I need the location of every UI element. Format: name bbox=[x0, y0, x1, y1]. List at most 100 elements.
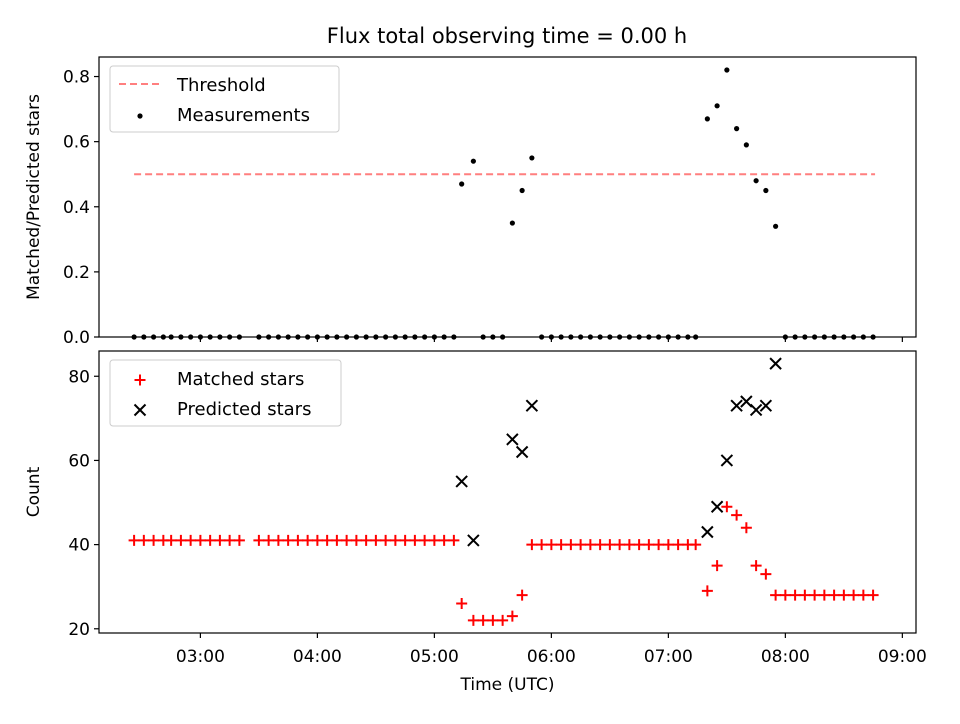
matched-stars-point bbox=[350, 534, 362, 546]
measurements-point bbox=[675, 334, 681, 340]
measurements-point bbox=[519, 187, 525, 194]
measurements-point bbox=[150, 334, 157, 340]
measurements-point bbox=[812, 334, 818, 340]
matched-stars-point bbox=[370, 534, 382, 546]
y-tick-label: 0.0 bbox=[63, 328, 90, 348]
matched-stars-point bbox=[711, 560, 723, 572]
predicted-stars-point bbox=[769, 357, 782, 370]
measurements-point bbox=[734, 126, 740, 132]
predicted-stars-point bbox=[701, 525, 714, 539]
measurements-point bbox=[480, 334, 486, 340]
matched-stars-point bbox=[456, 598, 468, 610]
matched-stars-point bbox=[214, 534, 226, 546]
measurements-point bbox=[412, 334, 418, 340]
count-panel: 20 40 60 80 03:00 04:00 05:00 06:00 07:00 08:00 09… bbox=[24, 350, 927, 695]
legend-label: Matched stars bbox=[177, 369, 304, 390]
matched-stars-point bbox=[662, 539, 674, 551]
predicted-stars-point bbox=[455, 475, 468, 488]
matched-stars-point bbox=[148, 534, 160, 546]
x-tick-label: 07:00 bbox=[644, 647, 693, 667]
matched-stars-point bbox=[506, 610, 518, 622]
matched-stars-point bbox=[428, 534, 440, 546]
matched-stars-point bbox=[604, 539, 616, 551]
y-tick-label: 0.4 bbox=[63, 198, 90, 218]
matched-stars-point bbox=[848, 589, 860, 601]
matched-stars-point bbox=[584, 539, 596, 551]
measurements-point bbox=[763, 187, 769, 194]
matched-stars-point bbox=[740, 522, 752, 534]
measurements-point bbox=[363, 334, 369, 340]
x-tick-label: 09:00 bbox=[878, 647, 927, 667]
measurements-point bbox=[773, 223, 779, 229]
matched-stars-point bbox=[175, 534, 187, 546]
measurements-point bbox=[704, 116, 710, 122]
measurements-point bbox=[656, 334, 662, 340]
measurements-point bbox=[131, 334, 137, 340]
matched-stars-point bbox=[185, 534, 197, 546]
matched-stars-point bbox=[165, 534, 177, 546]
matched-stars-point bbox=[614, 539, 626, 551]
measurements-point bbox=[860, 334, 866, 340]
ratio-panel: 0.0 0.2 0.4 0.6 0.8 Matched/Predicted stars Th… bbox=[24, 56, 917, 348]
matched-stars-point bbox=[399, 534, 411, 546]
matched-stars-point bbox=[536, 539, 548, 551]
measurements-point bbox=[724, 67, 730, 73]
matched-stars-point bbox=[653, 539, 665, 551]
matched-stars-point bbox=[448, 534, 460, 546]
measurements-point bbox=[324, 334, 330, 340]
measurements-point bbox=[841, 334, 847, 340]
measurements-point bbox=[831, 334, 837, 340]
matched-stars-point bbox=[138, 534, 150, 546]
measurements-point bbox=[490, 334, 496, 340]
matched-stars-point bbox=[419, 534, 431, 546]
measurements-point bbox=[141, 334, 147, 340]
axes-frame bbox=[98, 56, 917, 338]
measurements-point bbox=[802, 334, 808, 340]
matched-stars-point bbox=[701, 585, 713, 597]
matched-stars-point bbox=[438, 534, 450, 546]
y-tick-label: 40 bbox=[68, 536, 90, 556]
y-tick-label: 0.6 bbox=[63, 133, 90, 153]
matched-stars-point bbox=[497, 614, 509, 626]
y-tick-label: 60 bbox=[68, 451, 90, 471]
matched-stars-point bbox=[292, 534, 304, 546]
figure-title: Flux total observing time = 0.00 h bbox=[327, 24, 687, 48]
matched-stars-point bbox=[731, 509, 743, 521]
measurements-point bbox=[217, 334, 223, 340]
measurements-point bbox=[373, 334, 379, 340]
measurements-point bbox=[821, 334, 827, 340]
legend-measurements-swatch bbox=[137, 113, 143, 119]
measurements-point bbox=[578, 334, 584, 340]
measurements-point bbox=[441, 334, 447, 340]
matched-stars-point bbox=[555, 539, 567, 551]
measurements-point bbox=[607, 334, 613, 340]
predicted-stars-point bbox=[506, 433, 519, 446]
measurements-point bbox=[539, 334, 545, 340]
matched-stars-point bbox=[487, 614, 499, 626]
legend-label: Predicted stars bbox=[177, 399, 311, 420]
x-tick-label: 04:00 bbox=[293, 647, 342, 667]
matched-stars-point bbox=[360, 534, 372, 546]
matched-stars-point bbox=[321, 534, 333, 546]
measurements-point bbox=[782, 334, 788, 340]
measurements-point bbox=[626, 334, 632, 340]
measurements-point bbox=[168, 334, 174, 340]
measurements-point bbox=[509, 220, 515, 226]
predicted-stars-point bbox=[730, 399, 743, 412]
axes-frame bbox=[98, 350, 917, 634]
measurements-point bbox=[344, 334, 350, 340]
measurements-point bbox=[646, 334, 652, 340]
y-tick-label: 20 bbox=[68, 620, 90, 640]
measurements-point bbox=[851, 334, 857, 340]
legend-predicted-stars-swatch bbox=[133, 403, 147, 417]
matched-stars-point bbox=[828, 589, 840, 601]
predicted-stars-point bbox=[710, 500, 724, 513]
matched-stars-point bbox=[253, 534, 265, 546]
y-axis-label: Matched/Predicted stars bbox=[24, 94, 44, 300]
matched-stars-point bbox=[867, 589, 879, 601]
matched-stars-point bbox=[545, 539, 557, 551]
matched-stars-point bbox=[809, 589, 821, 601]
measurements-point bbox=[558, 334, 564, 340]
matched-stars-point bbox=[204, 534, 216, 546]
